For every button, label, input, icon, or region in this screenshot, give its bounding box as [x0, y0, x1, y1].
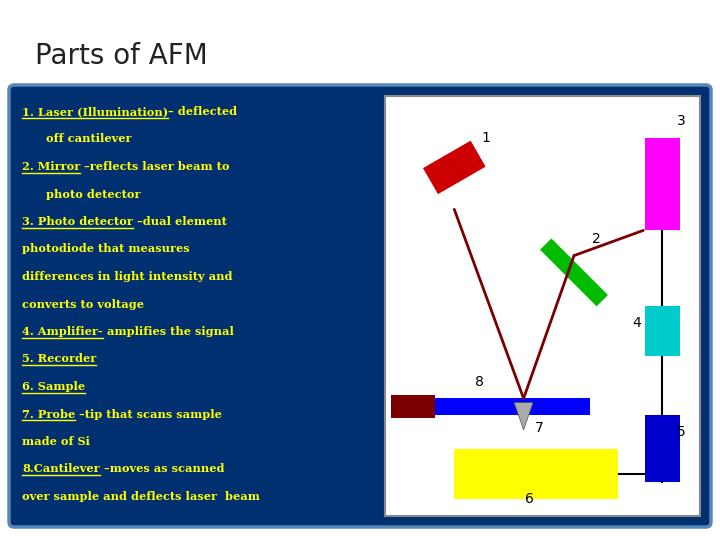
Text: 7: 7 — [535, 421, 544, 435]
Text: 5. Recorder: 5. Recorder — [22, 354, 96, 364]
Bar — [454, 449, 618, 499]
Text: 3: 3 — [677, 114, 685, 128]
Text: –reflects laser beam to: –reflects laser beam to — [80, 161, 230, 172]
Text: differences in light intensity and: differences in light intensity and — [22, 271, 233, 282]
Text: 2. Mirror: 2. Mirror — [22, 161, 80, 172]
Bar — [645, 306, 680, 356]
Text: over sample and deflects laser  beam: over sample and deflects laser beam — [22, 491, 260, 502]
Bar — [426, 399, 590, 415]
Bar — [385, 96, 700, 516]
Text: –moves as scanned: –moves as scanned — [99, 463, 224, 475]
Polygon shape — [540, 239, 608, 306]
Text: 6. Sample: 6. Sample — [22, 381, 85, 392]
Text: – deflected: – deflected — [168, 106, 238, 117]
Text: 6: 6 — [526, 492, 534, 506]
Text: –dual element: –dual element — [133, 216, 227, 227]
Text: 1: 1 — [482, 131, 490, 145]
Bar — [645, 138, 680, 231]
Polygon shape — [423, 140, 485, 194]
Bar — [391, 395, 436, 418]
Text: converts to voltage: converts to voltage — [22, 299, 144, 309]
Text: off cantilever: off cantilever — [22, 133, 132, 145]
Text: 7. Probe: 7. Probe — [22, 408, 76, 420]
Text: photo detector: photo detector — [22, 188, 140, 199]
FancyBboxPatch shape — [9, 85, 711, 527]
Text: photodiode that measures: photodiode that measures — [22, 244, 189, 254]
Text: 8.Cantilever: 8.Cantilever — [22, 463, 99, 475]
Text: 4: 4 — [633, 316, 642, 330]
Text: Parts of AFM: Parts of AFM — [35, 42, 208, 70]
Text: –tip that scans sample: –tip that scans sample — [76, 408, 222, 420]
Text: 5: 5 — [677, 425, 685, 439]
Text: amplifies the signal: amplifies the signal — [103, 326, 233, 337]
Text: 2: 2 — [592, 232, 600, 246]
Text: made of Si: made of Si — [22, 436, 90, 447]
Polygon shape — [514, 403, 533, 430]
Bar — [645, 415, 680, 482]
Text: 8: 8 — [475, 375, 484, 389]
Text: 4. Amplifier-: 4. Amplifier- — [22, 326, 103, 337]
Text: 1. Laser (Illumination): 1. Laser (Illumination) — [22, 106, 168, 117]
Text: 3. Photo detector: 3. Photo detector — [22, 216, 133, 227]
